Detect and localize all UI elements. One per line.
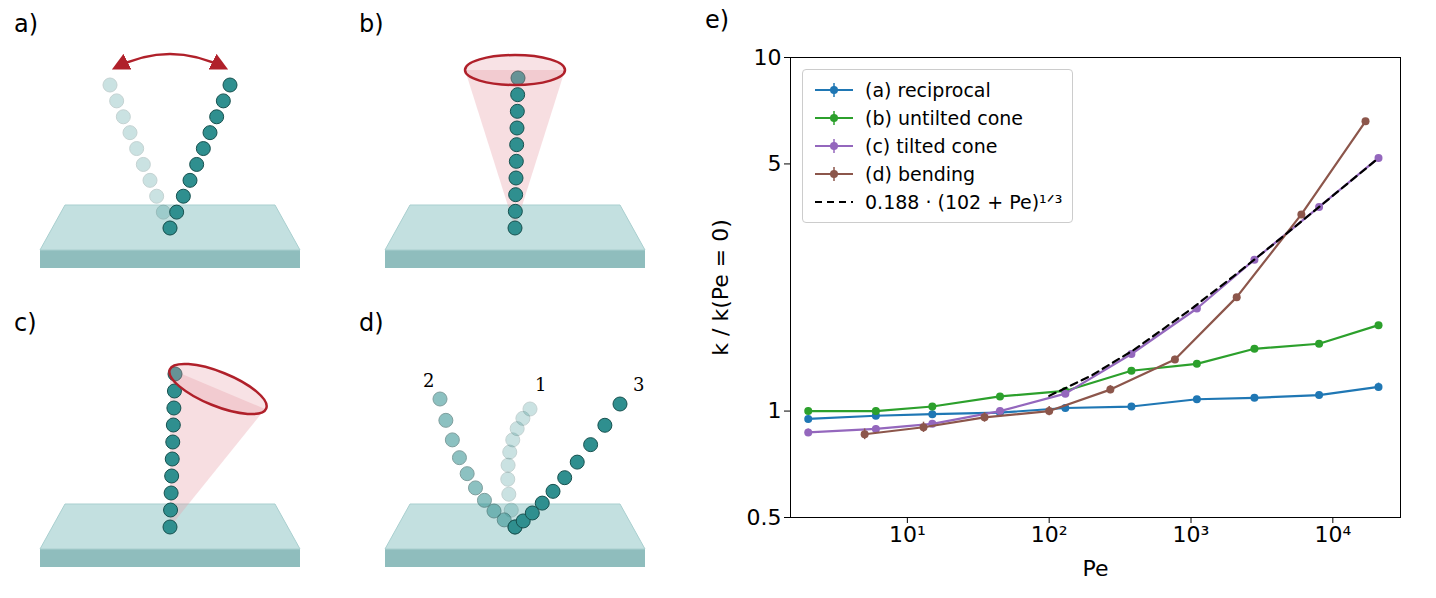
html-text:(d) bending: (d) bending: [865, 163, 976, 185]
svg-text:c): c): [14, 309, 37, 337]
html-text:(b) untilted cone: (b) untilted cone: [865, 107, 1024, 129]
html-text:(a) reciprocal: (a) reciprocal: [865, 79, 991, 101]
svg-text:10⁴: 10⁴: [1314, 522, 1351, 547]
svg-text:1: 1: [535, 374, 546, 395]
svg-text:3: 3: [633, 374, 644, 395]
svg-text:10: 10: [754, 45, 782, 70]
html-text:e): e): [705, 6, 730, 34]
svg-text:a): a): [14, 10, 38, 38]
svg-text:5: 5: [768, 151, 782, 176]
svg-text:10²: 10²: [1031, 522, 1068, 547]
svg-text:k / k(Pe = 0): k / k(Pe = 0): [708, 219, 733, 355]
svg-text:2: 2: [423, 370, 434, 391]
svg-text:1: 1: [768, 398, 782, 423]
svg-text:b): b): [359, 10, 384, 38]
svg-text:Pe: Pe: [1082, 556, 1108, 581]
html-text:(c) tilted cone: (c) tilted cone: [865, 135, 998, 157]
svg-text:0.5: 0.5: [747, 505, 782, 530]
svg-text:d): d): [359, 309, 384, 337]
svg-text:10³: 10³: [1173, 522, 1210, 547]
html-text:0.188 · (102 + Pe)¹ᐟ³: 0.188 · (102 + Pe)¹ᐟ³: [865, 191, 1063, 213]
svg-text:10¹: 10¹: [889, 522, 926, 547]
